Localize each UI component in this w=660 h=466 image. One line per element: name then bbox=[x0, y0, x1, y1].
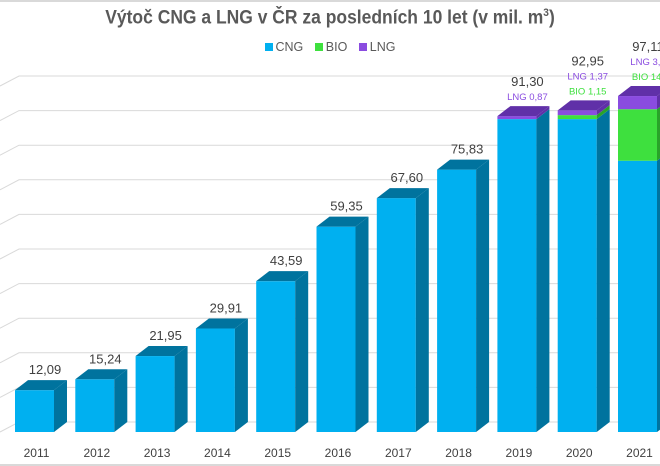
bar-cng-2012 bbox=[75, 379, 115, 432]
legend-swatch bbox=[358, 43, 367, 51]
bar-side-lng-2019 bbox=[536, 106, 550, 120]
bar-side-cng-2011 bbox=[54, 380, 67, 432]
lng-data-label: LNG 0,87 bbox=[507, 92, 548, 103]
bar-cng-2021 bbox=[618, 160, 657, 432]
total-data-label: 97,11 bbox=[632, 39, 660, 54]
bar-top-2015 bbox=[256, 271, 309, 282]
x-tick-label: 2021 bbox=[626, 446, 653, 460]
bio-data-label: BIO 14, bbox=[632, 72, 660, 83]
x-tick-label: 2020 bbox=[566, 446, 593, 460]
legend-swatch bbox=[264, 43, 273, 51]
bar-top-2016 bbox=[316, 216, 369, 227]
bar-lng-2020 bbox=[557, 110, 597, 116]
bar-side-cng-2015 bbox=[295, 271, 309, 432]
bar-side-lng-2021 bbox=[657, 93, 660, 110]
x-tick-label: 2013 bbox=[144, 446, 171, 460]
total-data-label: 43,59 bbox=[270, 253, 303, 268]
total-data-label: 29,91 bbox=[210, 301, 243, 316]
gridline bbox=[0, 110, 660, 122]
bar-side-cng-2016 bbox=[355, 216, 369, 432]
bar-side-bio-2020 bbox=[596, 105, 610, 120]
bar-lng-2019 bbox=[497, 116, 537, 120]
x-tick-label: 2018 bbox=[445, 446, 472, 460]
bar-top-2018 bbox=[437, 159, 490, 170]
bar-top-2011 bbox=[15, 380, 67, 391]
bar-side-cng-2021 bbox=[657, 158, 660, 432]
total-data-label: 15,24 bbox=[89, 351, 122, 366]
legend-item-bio: BIO bbox=[314, 40, 347, 54]
chart-title: Výtoč CNG a LNG v ČR za posledních 10 le… bbox=[105, 7, 555, 29]
bar-bio-2021 bbox=[618, 109, 657, 161]
bar-cng-2018 bbox=[437, 169, 477, 432]
legend: CNG BIO LNG bbox=[0, 40, 660, 54]
x-tick-label: 2012 bbox=[83, 446, 110, 460]
bar-top-2013 bbox=[135, 346, 188, 357]
legend-item-lng: LNG bbox=[358, 40, 396, 54]
total-data-label: 92,95 bbox=[571, 53, 604, 68]
bar-cng-2019 bbox=[497, 119, 537, 433]
x-tick-label: 2017 bbox=[385, 446, 412, 460]
bar-cng-2011 bbox=[15, 390, 54, 432]
bio-data-label: BIO 1,15 bbox=[569, 86, 607, 97]
total-data-label: 59,35 bbox=[330, 199, 363, 214]
bar-side-cng-2014 bbox=[234, 318, 248, 432]
legend-item-cng: CNG bbox=[264, 40, 303, 54]
total-data-label: 12,09 bbox=[29, 362, 62, 377]
bar-top-2014 bbox=[195, 318, 248, 329]
lng-data-label: LNG 1,37 bbox=[567, 71, 608, 82]
bar-top-2017 bbox=[376, 188, 429, 199]
bar-cng-2014 bbox=[195, 328, 235, 432]
gridline bbox=[0, 144, 660, 156]
bar-top-2019 bbox=[497, 106, 550, 117]
bar-lng-2021 bbox=[618, 96, 657, 110]
bar-side-cng-2018 bbox=[476, 159, 490, 432]
legend-swatch bbox=[314, 43, 323, 51]
gridline bbox=[0, 75, 660, 87]
bar-side-cng-2017 bbox=[415, 188, 429, 432]
bar-top-2021 bbox=[618, 86, 660, 97]
bar-side-cng-2013 bbox=[174, 346, 188, 432]
x-tick-label: 2019 bbox=[506, 446, 533, 460]
bar-cng-2016 bbox=[316, 226, 356, 432]
bar-side-cng-2020 bbox=[596, 109, 610, 433]
bar-side-lng-2020 bbox=[596, 100, 610, 116]
x-tick-label: 2014 bbox=[204, 446, 231, 460]
total-data-label: 75,83 bbox=[451, 142, 484, 157]
x-tick-label: 2011 bbox=[24, 446, 50, 460]
bar-top-2020 bbox=[557, 100, 610, 111]
bar-cng-2015 bbox=[256, 281, 296, 432]
bar-bio-2020 bbox=[557, 115, 597, 120]
total-data-label: 91,30 bbox=[511, 74, 544, 89]
lng-data-label: LNG 3,8 bbox=[630, 57, 660, 68]
bar-side-cng-2019 bbox=[536, 109, 550, 433]
x-tick-label: 2016 bbox=[325, 446, 352, 460]
bar-top-2012 bbox=[75, 369, 128, 380]
bar-side-bio-2021 bbox=[657, 106, 660, 161]
total-data-label: 21,95 bbox=[149, 328, 182, 343]
bar-cng-2020 bbox=[557, 119, 597, 433]
total-data-label: 67,60 bbox=[391, 170, 424, 185]
bar-side-cng-2012 bbox=[114, 369, 128, 432]
bar-cng-2017 bbox=[376, 198, 416, 432]
x-tick-label: 2015 bbox=[264, 446, 291, 460]
bar-cng-2013 bbox=[135, 356, 175, 432]
